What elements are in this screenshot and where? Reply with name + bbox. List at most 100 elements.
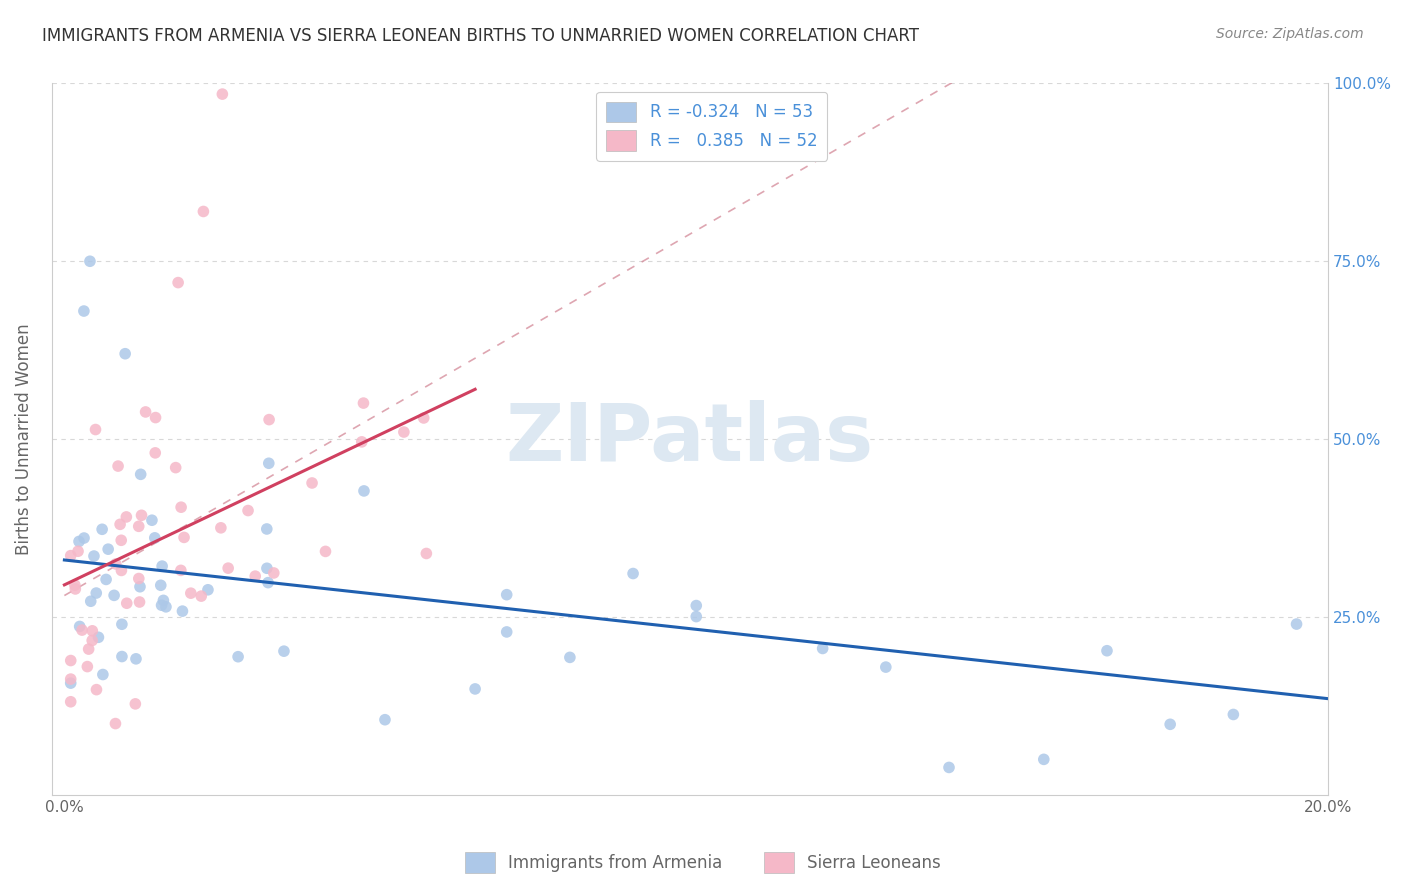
- Point: [190, 589, 212, 603]
- Text: IMMIGRANTS FROM ARMENIA VS SIERRA LEONEAN BIRTHS TO UNMARRIED WOMEN CORRELATION : IMMIGRANTS FROM ARMENIA VS SIERRA LEONEA…: [42, 27, 920, 45]
- Point: [104, 557, 127, 571]
- Point: [135, 405, 157, 419]
- Legend: Immigrants from Armenia, Sierra Leoneans: Immigrants from Armenia, Sierra Leoneans: [458, 846, 948, 880]
- Point: [1285, 617, 1308, 632]
- Point: [236, 503, 259, 517]
- Point: [128, 572, 150, 586]
- Point: [69, 619, 91, 633]
- Text: Source: ZipAtlas.com: Source: ZipAtlas.com: [1216, 27, 1364, 41]
- Point: [353, 483, 375, 498]
- Point: [209, 521, 232, 535]
- Point: [165, 460, 187, 475]
- Point: [1159, 717, 1181, 731]
- Point: [107, 459, 129, 474]
- Point: [59, 654, 82, 668]
- Point: [66, 544, 89, 558]
- Point: [129, 467, 152, 482]
- Point: [70, 623, 93, 637]
- Point: [110, 533, 132, 548]
- Point: [111, 649, 134, 664]
- Point: [114, 347, 136, 361]
- Point: [353, 396, 375, 410]
- Point: [76, 659, 98, 673]
- Point: [104, 716, 127, 731]
- Point: [82, 633, 104, 648]
- Point: [59, 695, 82, 709]
- Point: [495, 624, 517, 639]
- Point: [65, 582, 87, 596]
- Point: [415, 546, 437, 560]
- Point: [128, 519, 150, 533]
- Point: [374, 713, 396, 727]
- Point: [256, 561, 278, 575]
- Point: [170, 500, 193, 515]
- Point: [97, 542, 120, 557]
- Point: [621, 566, 644, 581]
- Point: [811, 641, 834, 656]
- Point: [82, 624, 104, 638]
- Point: [875, 660, 897, 674]
- Point: [938, 760, 960, 774]
- Point: [263, 566, 285, 580]
- Point: [115, 510, 138, 524]
- Point: [59, 672, 82, 686]
- Point: [141, 513, 163, 527]
- Point: [143, 446, 166, 460]
- Point: [464, 681, 486, 696]
- Point: [392, 425, 415, 439]
- Point: [128, 595, 150, 609]
- Point: [170, 563, 193, 577]
- Point: [193, 204, 215, 219]
- Point: [103, 588, 125, 602]
- Point: [143, 531, 166, 545]
- Point: [150, 559, 173, 574]
- Point: [80, 594, 103, 608]
- Point: [217, 561, 239, 575]
- Point: [152, 593, 174, 607]
- Point: [1095, 644, 1118, 658]
- Point: [79, 254, 101, 268]
- Point: [59, 549, 82, 563]
- Point: [108, 517, 131, 532]
- Point: [145, 410, 167, 425]
- Point: [211, 87, 233, 102]
- Legend: R = -0.324   N = 53, R =   0.385   N = 52: R = -0.324 N = 53, R = 0.385 N = 52: [596, 92, 827, 161]
- Text: ZIPatlas: ZIPatlas: [506, 401, 875, 478]
- Point: [73, 531, 96, 545]
- Point: [125, 652, 148, 666]
- Point: [149, 578, 172, 592]
- Point: [77, 642, 100, 657]
- Point: [155, 599, 177, 614]
- Point: [59, 676, 82, 690]
- Point: [129, 580, 152, 594]
- Point: [350, 434, 373, 449]
- Point: [84, 423, 107, 437]
- Point: [301, 475, 323, 490]
- Point: [63, 578, 86, 592]
- Point: [67, 534, 90, 549]
- Point: [91, 667, 114, 681]
- Point: [110, 564, 132, 578]
- Point: [87, 630, 110, 644]
- Point: [180, 586, 202, 600]
- Point: [257, 456, 280, 470]
- Point: [84, 586, 107, 600]
- Point: [1032, 752, 1054, 766]
- Point: [111, 617, 134, 632]
- Point: [1222, 707, 1244, 722]
- Point: [412, 411, 434, 425]
- Point: [73, 304, 96, 318]
- Point: [167, 276, 190, 290]
- Point: [315, 544, 337, 558]
- Point: [94, 573, 117, 587]
- Y-axis label: Births to Unmarried Women: Births to Unmarried Women: [15, 323, 32, 555]
- Point: [172, 604, 194, 618]
- Point: [173, 530, 195, 544]
- Point: [273, 644, 295, 658]
- Point: [685, 599, 707, 613]
- Point: [91, 522, 114, 536]
- Point: [115, 596, 138, 610]
- Point: [495, 588, 517, 602]
- Point: [150, 599, 173, 613]
- Point: [86, 682, 108, 697]
